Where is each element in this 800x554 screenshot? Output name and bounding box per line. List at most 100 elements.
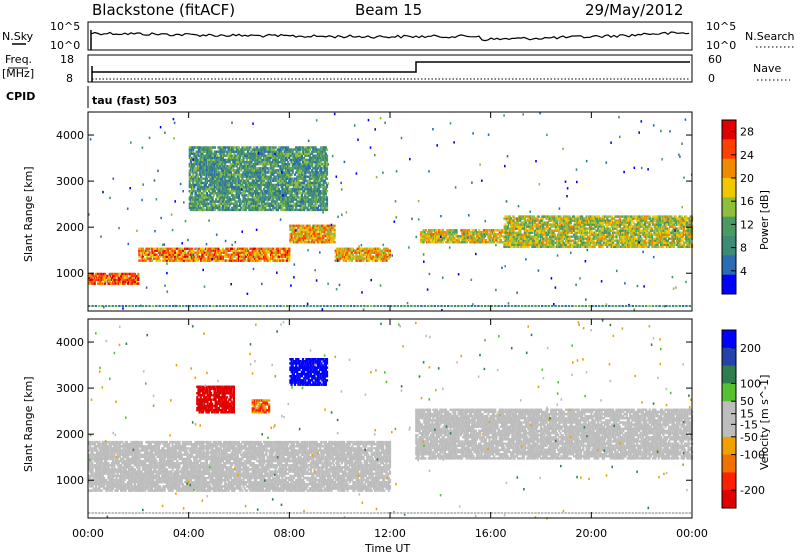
nave-bottom-tick: 0: [708, 72, 715, 85]
data-cell: [216, 192, 218, 194]
data-cell: [253, 192, 255, 194]
data-cell: [215, 167, 217, 169]
data-cell: [225, 161, 227, 163]
data-cell: [193, 163, 195, 165]
data-cell: [205, 184, 207, 186]
data-cell: [252, 173, 254, 175]
data-cell: [247, 151, 249, 153]
nsearch-label: N.Search: [745, 30, 795, 43]
data-cell: [244, 192, 246, 194]
data-cell: [425, 229, 427, 231]
data-cell: [202, 167, 204, 169]
data-cell: [229, 151, 231, 153]
data-cell: [302, 225, 304, 227]
data-cell: [240, 180, 242, 182]
data-cell: [216, 184, 218, 186]
data-cell: [543, 227, 545, 229]
data-cell: [253, 167, 255, 169]
data-cell: [239, 198, 241, 200]
data-cell: [189, 182, 191, 184]
noise-right-top-tick: 10^5: [706, 20, 736, 33]
data-cell: [217, 169, 219, 171]
data-cell: [650, 230, 652, 232]
data-cell: [209, 184, 211, 186]
data-cell: [190, 190, 192, 192]
data-cell: [222, 157, 224, 159]
data-cell: [154, 248, 156, 250]
data-cell: [190, 148, 192, 150]
data-cell: [200, 184, 202, 186]
data-cell: [222, 148, 224, 150]
data-cell: [204, 157, 206, 159]
data-cell: [192, 171, 194, 173]
data-cell: [191, 194, 193, 196]
data-cell: [194, 167, 196, 169]
data-cell: [193, 161, 195, 163]
data-cell: [204, 194, 206, 196]
data-cell: [198, 184, 200, 186]
data-cell: [256, 173, 258, 175]
data-cell: [196, 157, 198, 159]
data-cell: [225, 184, 227, 186]
noise-panel-frame: [88, 22, 692, 50]
data-cell: [247, 180, 249, 182]
data-cell: [198, 178, 200, 180]
data-cell: [649, 242, 651, 244]
data-cell: [225, 171, 227, 173]
data-cell: [212, 180, 214, 182]
data-cell: [435, 229, 437, 231]
data-cell: [237, 159, 239, 161]
data-cell: [208, 190, 210, 192]
data-cell: [511, 242, 513, 244]
data-cell: [646, 230, 648, 232]
data-cell: [226, 205, 228, 207]
data-cell: [215, 159, 217, 161]
data-cell: [237, 173, 239, 175]
data-cell: [232, 148, 234, 150]
data-cell: [209, 194, 211, 196]
data-cell: [224, 182, 226, 184]
data-cell: [248, 190, 250, 192]
data-cell: [313, 241, 315, 243]
data-cell: [651, 227, 653, 229]
data-cell: [652, 215, 654, 217]
data-cell: [221, 173, 223, 175]
data-cell: [225, 173, 227, 175]
data-cell: [328, 225, 330, 227]
data-cell: [256, 167, 258, 169]
data-cell: [200, 200, 202, 202]
data-cell: [192, 182, 194, 184]
data-cell: [289, 241, 291, 243]
data-cell: [225, 192, 227, 194]
data-cell: [293, 225, 295, 227]
data-cell: [200, 180, 202, 182]
data-cell: [306, 225, 308, 227]
cpid-text: tau (fast) 503: [92, 94, 177, 107]
data-cell: [212, 169, 214, 171]
data-cell: [334, 241, 336, 243]
freq-bottom-tick: 8: [66, 72, 73, 85]
data-cell: [229, 161, 231, 163]
data-cell: [224, 146, 226, 148]
data-cell: [194, 169, 196, 171]
data-cell: [468, 229, 470, 231]
data-cell: [248, 203, 250, 205]
data-cell: [231, 192, 233, 194]
data-cell: [320, 227, 322, 229]
radar-summary-plot: Blackstone (fitACF) Beam 15 29/May/2012 …: [0, 0, 800, 554]
data-cell: [245, 167, 247, 169]
data-cell: [229, 169, 231, 171]
data-cell: [212, 196, 214, 198]
data-cell: [432, 229, 434, 231]
data-cell: [223, 151, 225, 153]
data-cell: [201, 182, 203, 184]
data-cell: [241, 192, 243, 194]
data-cell: [481, 231, 483, 233]
data-cell: [236, 151, 238, 153]
beam-title: Beam 15: [355, 1, 422, 19]
data-cell: [192, 151, 194, 153]
data-cell: [239, 176, 241, 178]
data-cell: [671, 242, 673, 244]
freq-unit-label: [MHz]: [2, 67, 34, 80]
data-cell: [253, 159, 255, 161]
